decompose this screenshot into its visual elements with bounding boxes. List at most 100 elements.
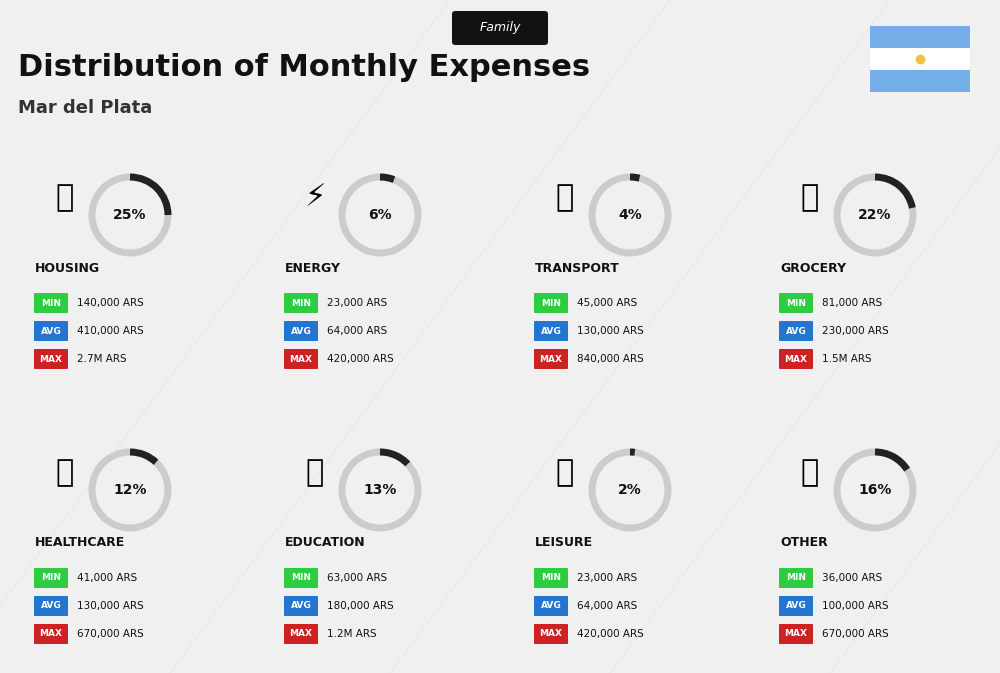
Text: 41,000 ARS: 41,000 ARS [77,573,137,583]
FancyBboxPatch shape [534,349,568,369]
Text: 🏢: 🏢 [56,184,74,213]
FancyBboxPatch shape [284,349,318,369]
Text: HEALTHCARE: HEALTHCARE [35,536,125,549]
FancyBboxPatch shape [534,321,568,341]
Text: AVG: AVG [786,602,806,610]
Text: 🚌: 🚌 [556,184,574,213]
FancyBboxPatch shape [779,321,813,341]
FancyBboxPatch shape [284,321,318,341]
Text: 🛍: 🛍 [556,458,574,487]
Text: 25%: 25% [113,208,147,222]
Text: 100,000 ARS: 100,000 ARS [822,601,889,611]
FancyBboxPatch shape [779,624,813,644]
Text: 230,000 ARS: 230,000 ARS [822,326,889,336]
Text: 180,000 ARS: 180,000 ARS [327,601,394,611]
Text: MAX: MAX [40,355,62,363]
Text: MIN: MIN [786,573,806,583]
FancyBboxPatch shape [34,568,68,588]
Text: 👜: 👜 [801,458,819,487]
FancyBboxPatch shape [870,70,970,92]
FancyBboxPatch shape [284,293,318,313]
FancyBboxPatch shape [779,596,813,616]
Text: 🎓: 🎓 [306,458,324,487]
Text: 840,000 ARS: 840,000 ARS [577,354,644,364]
Text: ⚡: ⚡ [304,184,326,213]
Text: 🏥: 🏥 [56,458,74,487]
Text: EDUCATION: EDUCATION [285,536,366,549]
Text: 420,000 ARS: 420,000 ARS [577,629,644,639]
FancyBboxPatch shape [34,596,68,616]
Text: 64,000 ARS: 64,000 ARS [577,601,637,611]
FancyBboxPatch shape [534,568,568,588]
Text: 23,000 ARS: 23,000 ARS [327,298,387,308]
Text: 2.7M ARS: 2.7M ARS [77,354,127,364]
Text: MAX: MAX [784,355,808,363]
FancyBboxPatch shape [779,293,813,313]
Text: MAX: MAX [290,629,312,639]
Text: 4%: 4% [618,208,642,222]
Text: MAX: MAX [540,629,562,639]
FancyBboxPatch shape [284,568,318,588]
Text: 45,000 ARS: 45,000 ARS [577,298,637,308]
Text: AVG: AVG [41,602,61,610]
FancyBboxPatch shape [34,293,68,313]
Text: 36,000 ARS: 36,000 ARS [822,573,882,583]
Text: 1.5M ARS: 1.5M ARS [822,354,872,364]
Text: OTHER: OTHER [780,536,828,549]
Text: 🛒: 🛒 [801,184,819,213]
Text: AVG: AVG [541,326,561,336]
Text: AVG: AVG [786,326,806,336]
FancyBboxPatch shape [779,349,813,369]
Text: AVG: AVG [541,602,561,610]
Text: 670,000 ARS: 670,000 ARS [822,629,889,639]
FancyBboxPatch shape [779,568,813,588]
Text: ENERGY: ENERGY [285,262,341,275]
FancyBboxPatch shape [452,11,548,45]
Text: HOUSING: HOUSING [35,262,100,275]
Text: LEISURE: LEISURE [535,536,593,549]
Text: 2%: 2% [618,483,642,497]
FancyBboxPatch shape [534,596,568,616]
Text: 670,000 ARS: 670,000 ARS [77,629,144,639]
Text: MAX: MAX [290,355,312,363]
FancyBboxPatch shape [870,48,970,70]
Text: MIN: MIN [291,299,311,308]
Text: 81,000 ARS: 81,000 ARS [822,298,882,308]
Text: TRANSPORT: TRANSPORT [535,262,620,275]
FancyBboxPatch shape [534,293,568,313]
Text: 130,000 ARS: 130,000 ARS [577,326,644,336]
Text: Mar del Plata: Mar del Plata [18,99,152,117]
FancyBboxPatch shape [284,624,318,644]
Text: GROCERY: GROCERY [780,262,846,275]
Text: 13%: 13% [363,483,397,497]
Text: 63,000 ARS: 63,000 ARS [327,573,387,583]
FancyBboxPatch shape [34,624,68,644]
Text: 12%: 12% [113,483,147,497]
Text: MAX: MAX [40,629,62,639]
Text: MIN: MIN [541,573,561,583]
Text: MAX: MAX [540,355,562,363]
FancyBboxPatch shape [870,26,970,48]
Text: MIN: MIN [786,299,806,308]
Text: AVG: AVG [291,602,311,610]
Text: 410,000 ARS: 410,000 ARS [77,326,144,336]
Text: MIN: MIN [41,573,61,583]
Text: Family: Family [479,22,521,34]
Text: 420,000 ARS: 420,000 ARS [327,354,394,364]
Text: Distribution of Monthly Expenses: Distribution of Monthly Expenses [18,53,590,83]
FancyBboxPatch shape [284,596,318,616]
FancyBboxPatch shape [34,349,68,369]
Text: 6%: 6% [368,208,392,222]
FancyBboxPatch shape [34,321,68,341]
Text: 140,000 ARS: 140,000 ARS [77,298,144,308]
Text: MIN: MIN [41,299,61,308]
Text: MIN: MIN [541,299,561,308]
Text: 1.2M ARS: 1.2M ARS [327,629,377,639]
Text: 23,000 ARS: 23,000 ARS [577,573,637,583]
Text: AVG: AVG [41,326,61,336]
Text: 22%: 22% [858,208,892,222]
Text: MIN: MIN [291,573,311,583]
Text: AVG: AVG [291,326,311,336]
Text: 16%: 16% [858,483,892,497]
Text: MAX: MAX [784,629,808,639]
